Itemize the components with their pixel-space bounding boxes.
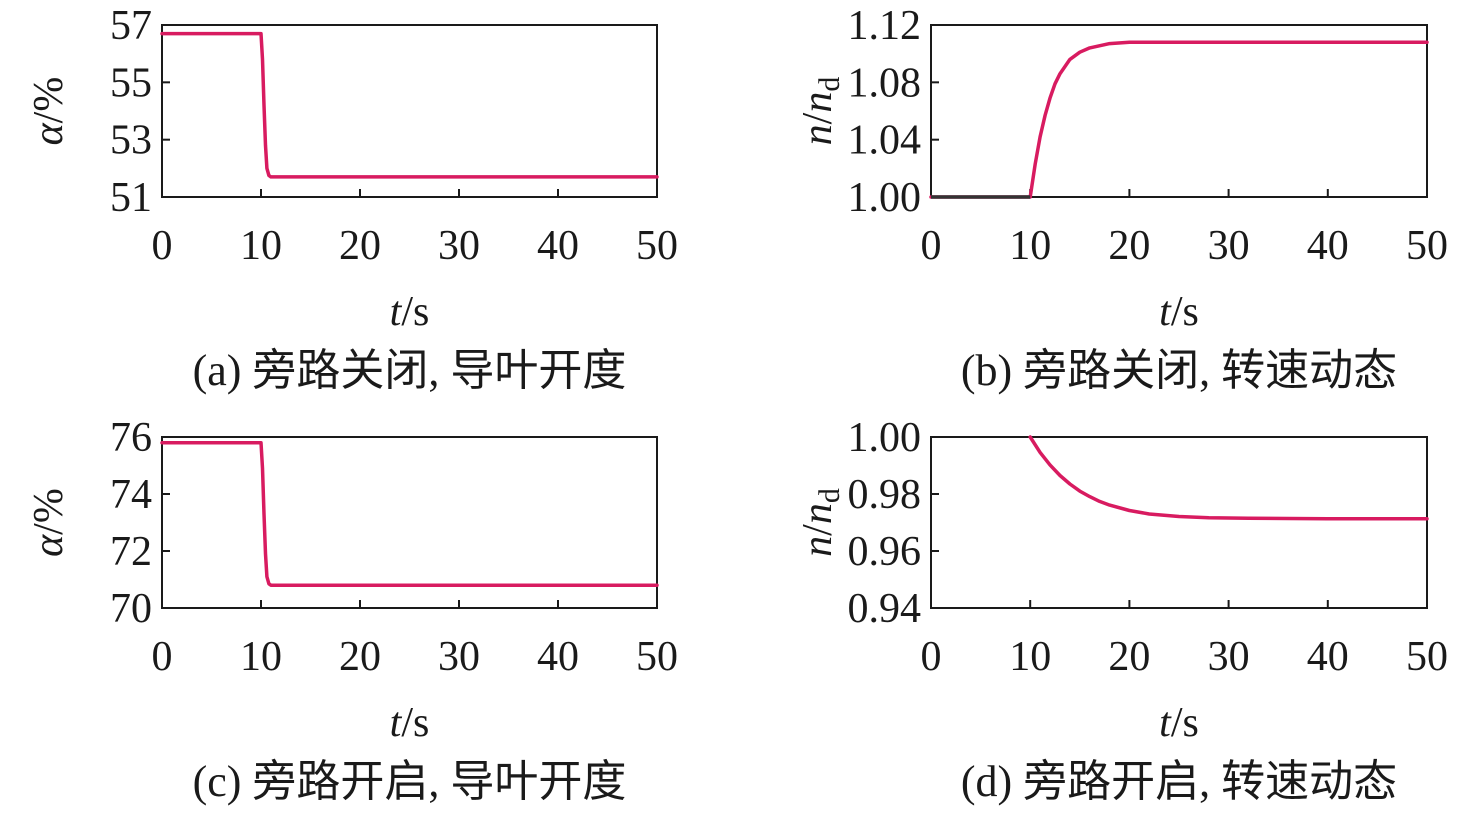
x-tick-label: 20: [1108, 634, 1150, 680]
x-tick-label: 10: [1009, 634, 1051, 680]
y-tick-label: 1.04: [848, 118, 922, 164]
y-tick-label: 0.98: [848, 472, 922, 518]
x-axis-label: t/s: [1159, 289, 1199, 335]
x-tick-label: 0: [921, 223, 942, 269]
x-tick-label: 50: [1406, 634, 1448, 680]
x-tick-label: 0: [152, 634, 173, 680]
panel-caption: (d) 旁路开启, 转速动态: [961, 757, 1397, 806]
y-axis-label: n/nd: [795, 77, 846, 146]
x-tick-label: 50: [636, 634, 678, 680]
x-tick-label: 20: [1108, 223, 1150, 269]
x-tick-label: 20: [339, 634, 381, 680]
x-tick-label: 50: [636, 223, 678, 269]
y-tick-label: 70: [110, 586, 152, 632]
chart-panel-c: 0 10 20 30 40 50 70 72 74 76 α/% t/s (c) 旁路开启, 导叶开度: [26, 415, 678, 806]
x-tick-label: 40: [537, 223, 579, 269]
x-tick-label: 30: [1208, 634, 1250, 680]
x-tick-label: 10: [240, 223, 282, 269]
plot-frame: [161, 436, 658, 609]
series-line: [160, 31, 659, 179]
y-tick-label: 53: [110, 118, 152, 164]
y-tick-label: 0.96: [848, 529, 922, 575]
x-tick-label: 40: [1307, 223, 1349, 269]
x-tick-label: 10: [1009, 223, 1051, 269]
plot-frame: [161, 24, 658, 198]
chart-panel-d: 0 10 20 30 40 50 0.94 0.96 0.98 1.00n/nd t/s (d) 旁路…: [795, 415, 1448, 806]
x-tick-label: 0: [921, 634, 942, 680]
y-tick-label: 76: [110, 415, 152, 461]
x-tick-label: 0: [152, 223, 173, 269]
chart-panel-a: 0 10 20 30 40 50 51 53 55 57 α/% t/s (a) 旁路关闭, 导叶开度: [26, 3, 678, 395]
y-tick-label: 1.08: [848, 60, 922, 106]
x-tick-label: 40: [537, 634, 579, 680]
panel-caption: (b) 旁路关闭, 转速动态: [961, 346, 1397, 395]
x-tick-label: 30: [438, 223, 480, 269]
y-axis-label: α/%: [26, 77, 72, 146]
plot-frame: [930, 24, 1428, 198]
x-axis-label: t/s: [390, 289, 430, 335]
x-axis-label: t/s: [1159, 700, 1199, 746]
y-tick-label: 72: [110, 529, 152, 575]
y-tick-label: 1.00: [848, 415, 922, 461]
x-tick-label: 20: [339, 223, 381, 269]
y-tick-label: 0.94: [848, 586, 922, 632]
x-tick-label: 50: [1406, 223, 1448, 269]
series-line: [160, 440, 659, 587]
x-tick-label: 30: [1208, 223, 1250, 269]
plot-frame: [930, 436, 1428, 609]
x-tick-label: 10: [240, 634, 282, 680]
x-tick-label: 30: [438, 634, 480, 680]
series-line: [929, 40, 1429, 199]
y-axis-label: α/%: [26, 488, 72, 557]
chart-panel-b: 0 10 20 30 40 50 1.00 1.04 1.08 1.12n/nd t/s (b) 旁路…: [795, 3, 1448, 395]
x-axis-label: t/s: [390, 700, 430, 746]
y-tick-label: 55: [110, 60, 152, 106]
y-tick-label: 57: [110, 3, 152, 49]
series-line: [1028, 435, 1429, 521]
y-tick-label: 1.00: [848, 175, 922, 221]
y-axis-label: n/nd: [795, 488, 846, 557]
x-tick-label: 40: [1307, 634, 1349, 680]
panel-caption: (c) 旁路开启, 导叶开度: [193, 757, 627, 806]
y-tick-label: 51: [110, 175, 152, 221]
y-tick-label: 1.12: [848, 3, 922, 49]
panel-caption: (a) 旁路关闭, 导叶开度: [193, 346, 627, 395]
y-tick-label: 74: [110, 472, 152, 518]
